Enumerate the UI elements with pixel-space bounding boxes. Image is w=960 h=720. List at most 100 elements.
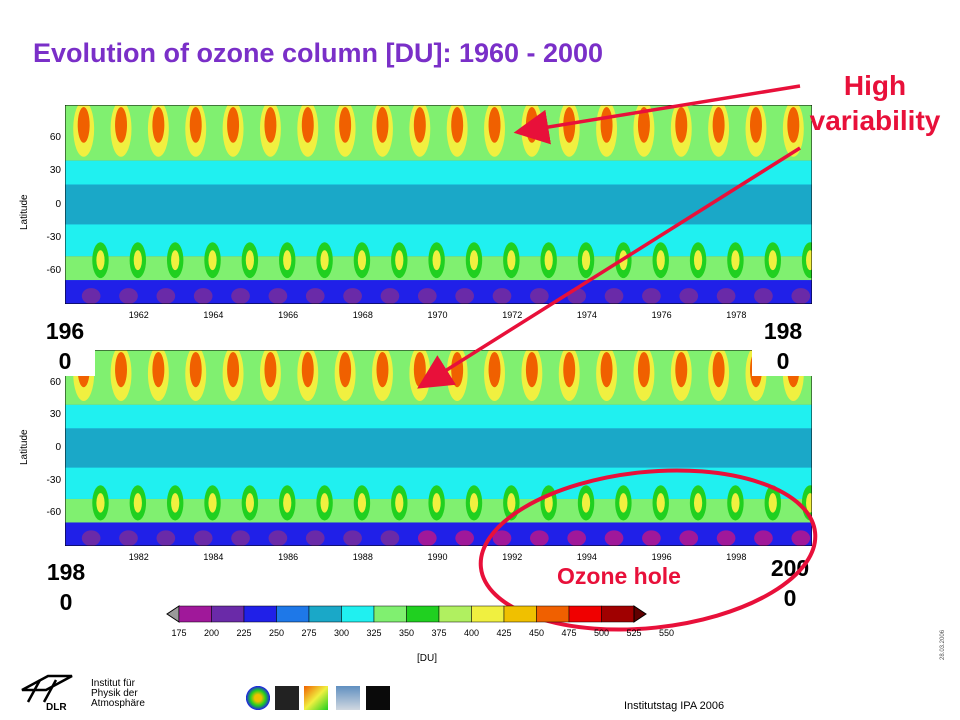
year-tick: 1988 — [352, 552, 373, 562]
polar-minimum — [716, 530, 736, 546]
year-label-1980-top: 198 0 — [752, 316, 814, 376]
year-tick: 1992 — [502, 552, 523, 562]
polar-minimum — [305, 288, 325, 304]
year-tick: 1972 — [502, 310, 523, 320]
year-tick: 1976 — [651, 310, 672, 320]
polar-minimum — [567, 530, 587, 546]
institute-line-2: Physik der — [91, 688, 138, 699]
polar-minimum — [492, 530, 512, 546]
colorbar-unit: [DU] — [417, 653, 437, 664]
latitude-tick: 0 — [55, 198, 61, 210]
colorbar-swatch — [373, 605, 407, 623]
polar-minimum — [716, 288, 736, 304]
colorbar-swatch — [308, 605, 342, 623]
south-maximum-core — [171, 250, 180, 271]
south-maximum-core — [731, 250, 740, 271]
south-maximum-core — [581, 250, 591, 271]
south-maximum-core — [357, 250, 367, 271]
north-maximum-core — [301, 351, 314, 388]
polar-minimum — [119, 530, 138, 546]
footer-text: Institutstag IPA 2006 — [624, 700, 725, 712]
colorbar-swatch — [243, 605, 277, 623]
north-maximum-core — [264, 351, 277, 388]
south-maximum-core — [507, 493, 516, 513]
polar-minimum — [417, 288, 437, 304]
colorbar-tick: 300 — [334, 628, 349, 638]
south-maximum-core — [693, 493, 703, 513]
south-maximum-core — [395, 493, 404, 513]
year-label-1980-bottom: 198 0 — [37, 557, 95, 617]
latitude-tick: 60 — [49, 376, 61, 388]
south-maximum-core — [283, 250, 292, 271]
colorbar-tick: 325 — [366, 628, 381, 638]
high-variability-annotation: High variability — [790, 68, 960, 138]
south-maximum-core — [245, 493, 254, 513]
latitude-tick: 60 — [49, 132, 61, 144]
colorbar-swatch — [536, 605, 570, 623]
latitude-tick: 30 — [49, 165, 61, 177]
year-tick: 1998 — [726, 552, 747, 562]
high-variability-line1: High — [843, 70, 907, 101]
ozone-hole-annotation: Ozone hole — [557, 563, 681, 589]
ozone-hole-ellipse — [478, 468, 818, 632]
north-maximum-core — [712, 351, 725, 388]
polar-minimum — [380, 530, 400, 546]
map-thumbnail — [304, 686, 328, 710]
north-maximum-core — [152, 351, 165, 388]
polar-minimum — [343, 530, 362, 546]
band-north-mid — [65, 160, 812, 185]
north-maximum-core — [749, 106, 762, 143]
year-tick: 1990 — [427, 552, 448, 562]
colorbar-swatch — [178, 605, 212, 623]
logo-text: DLR — [46, 702, 67, 712]
south-maximum-core — [656, 250, 665, 271]
colorbar-tick: 175 — [171, 628, 186, 638]
south-maximum-core — [357, 493, 367, 513]
south-maximum-core — [806, 493, 812, 513]
south-maximum-core — [133, 493, 142, 513]
latitude-tick: -30 — [46, 474, 61, 486]
year-tick: 1986 — [278, 552, 299, 562]
south-maximum-core — [320, 493, 329, 513]
year-tick: 1982 — [128, 552, 149, 562]
north-maximum-core — [488, 106, 501, 143]
south-maximum-core — [469, 250, 479, 271]
north-maximum-core — [115, 351, 128, 388]
year-tick: 1964 — [203, 310, 224, 320]
south-maximum-core — [320, 250, 329, 271]
slide-date: 28.03.2006 — [940, 629, 946, 660]
north-maximum-core — [787, 106, 800, 143]
colorbar-upper-arrow — [633, 605, 647, 623]
south-maximum-core — [469, 493, 479, 513]
polar-minimum — [604, 288, 624, 304]
north-maximum-core — [563, 351, 576, 388]
south-maximum-core — [656, 493, 665, 513]
year-tick: 1996 — [651, 552, 672, 562]
north-maximum-core — [264, 106, 277, 143]
aircraft-thumbnail — [275, 686, 299, 710]
year-label-2000: 200 0 — [770, 555, 810, 611]
colorbar-tick: 425 — [496, 628, 511, 638]
north-maximum-core — [675, 351, 688, 388]
polar-minimum — [754, 530, 773, 546]
colorbar-swatch — [471, 605, 505, 623]
colorbar-tick: 275 — [301, 628, 316, 638]
south-maximum-core — [96, 493, 105, 513]
polar-minimum — [791, 288, 811, 304]
polar-minimum — [193, 288, 213, 304]
colorbar-tick: 500 — [594, 628, 609, 638]
colorbar-swatch — [568, 605, 602, 623]
year-label-1960: 196 0 — [35, 316, 95, 376]
polar-minimum — [305, 530, 325, 546]
polar-minimum — [417, 530, 437, 546]
year-tick: 1962 — [128, 310, 149, 320]
north-maximum-core — [413, 106, 426, 143]
polar-minimum — [193, 530, 213, 546]
south-maximum-core — [208, 250, 217, 271]
north-maximum-core — [227, 351, 240, 388]
polar-minimum — [455, 288, 474, 304]
arrow-to-bottom-panel — [417, 146, 801, 389]
institute-name: Institut für Physik der Atmosphäre — [91, 679, 145, 709]
year-tick: 1968 — [352, 310, 373, 320]
north-maximum-core — [77, 106, 90, 143]
